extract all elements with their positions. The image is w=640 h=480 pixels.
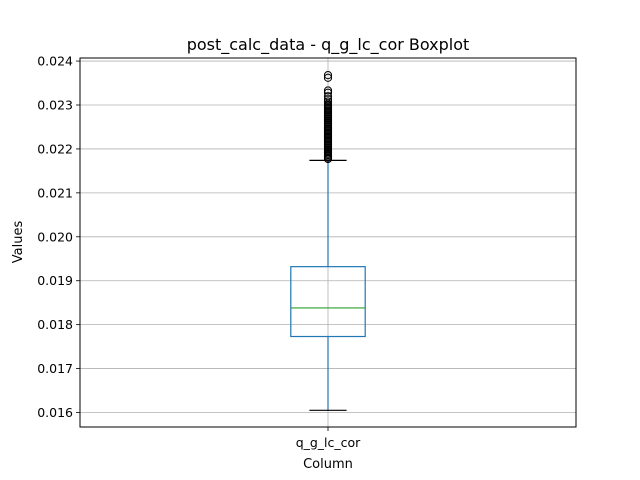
y-tick-label: 0.017 (37, 361, 73, 376)
iqr-box (290, 266, 366, 338)
y-tick-label: 0.024 (37, 54, 73, 69)
outlier-point (323, 95, 333, 104)
y-tick-label: 0.023 (37, 98, 73, 113)
x-tick-label: q_g_lc_cor (296, 435, 361, 450)
plot-area (290, 71, 366, 411)
outlier-point (323, 71, 333, 80)
y-tick-label: 0.020 (37, 229, 73, 244)
y-tick-label: 0.019 (37, 273, 73, 288)
y-axis-label: Values (11, 221, 26, 264)
x-axis: q_g_lc_cor (296, 427, 361, 450)
box-series-q_g_lc_cor (290, 71, 366, 411)
outlier-point (323, 97, 333, 106)
chart-title: post_calc_data - q_g_lc_cor Boxplot (187, 35, 470, 55)
outlier-point (323, 73, 333, 82)
x-axis-label: Column (303, 457, 353, 472)
outlier-point (323, 92, 333, 101)
y-tick-label: 0.018 (37, 317, 73, 332)
y-tick-label: 0.021 (37, 185, 73, 200)
y-axis: 0.016 0.017 0.018 0.019 0.020 0.021 0.022 0.023… (37, 54, 80, 420)
outlier-point (323, 86, 333, 95)
outlier-point (323, 88, 333, 97)
y-tick-label: 0.016 (37, 405, 73, 420)
y-tick-label: 0.022 (37, 141, 73, 156)
